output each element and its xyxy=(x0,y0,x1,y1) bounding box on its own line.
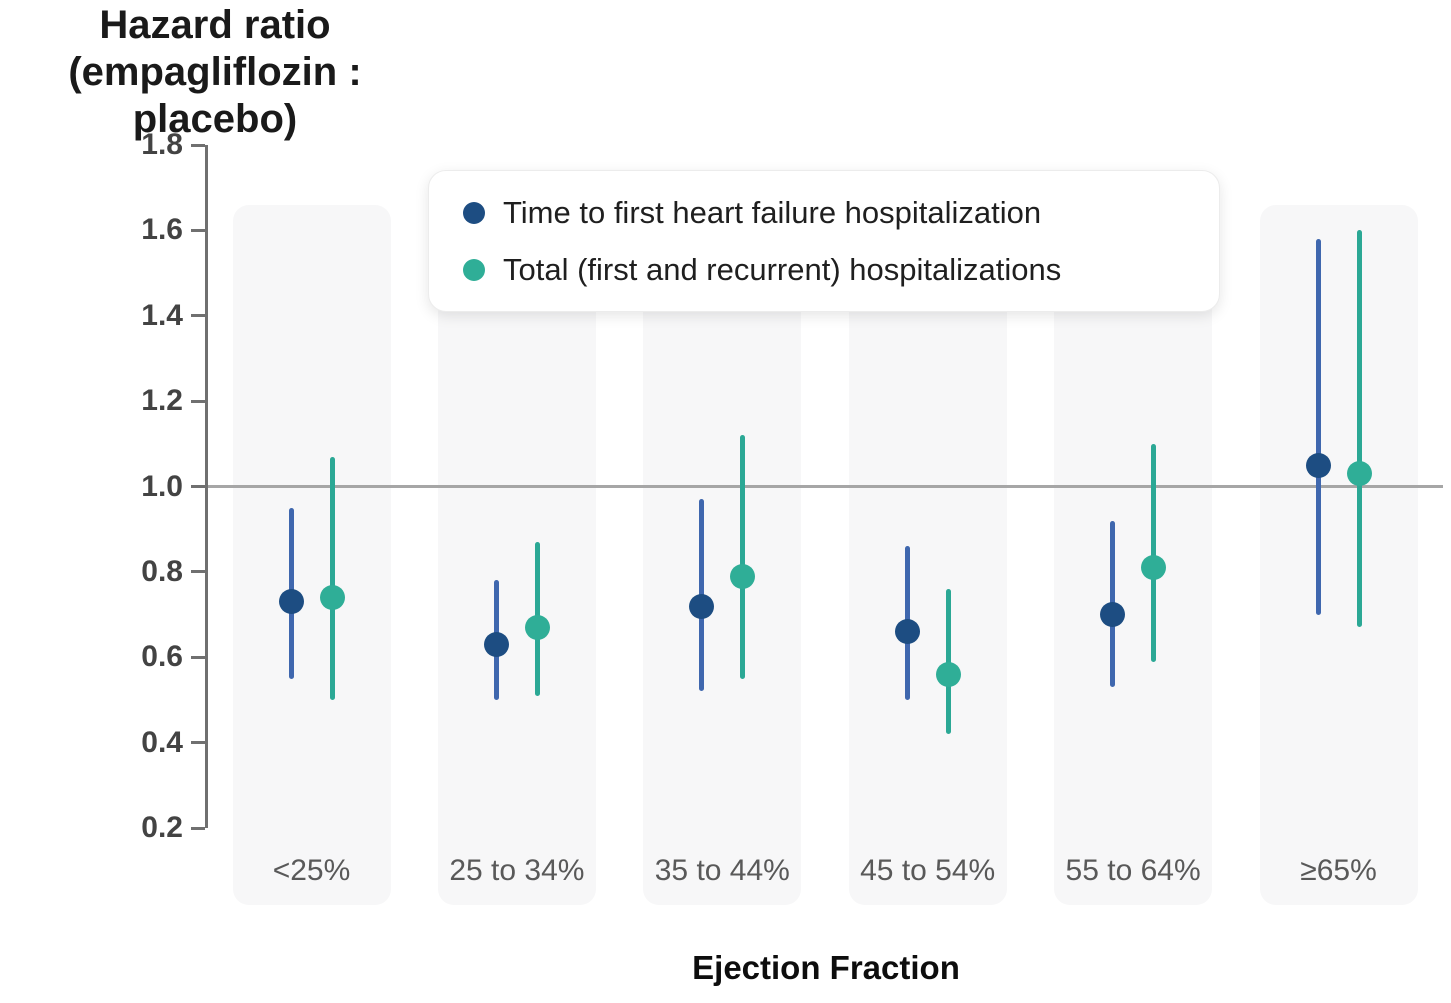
y-axis-tick xyxy=(191,485,205,488)
legend-item-total-hospitalizations: Total (first and recurrent) hospitalizat… xyxy=(463,254,1185,285)
category-band xyxy=(437,205,596,905)
chart-title-line1: Hazard ratio xyxy=(99,3,331,47)
y-axis-tick-label: 1.2 xyxy=(141,384,183,418)
y-axis-tick xyxy=(191,228,205,232)
y-axis-tick-label: 1.6 xyxy=(141,213,183,247)
y-axis-tick xyxy=(191,655,205,659)
hazard-ratio-point xyxy=(1141,555,1167,581)
hazard-ratio-point xyxy=(524,614,550,640)
y-axis-tick-label: 0.2 xyxy=(141,811,183,844)
y-axis-tick xyxy=(191,826,205,830)
y-axis-tick-label: 0.6 xyxy=(141,640,183,674)
legend-label: Total (first and recurrent) hospitalizat… xyxy=(503,252,1062,287)
hazard-ratio-point xyxy=(319,584,345,610)
x-axis-category-label: 45 to 54% xyxy=(860,854,996,887)
chart-title: Hazard ratio (empagliflozin : placebo) xyxy=(0,2,430,142)
category-band xyxy=(232,205,391,905)
confidence-interval-bar xyxy=(1315,238,1321,615)
x-axis-category-label: 25 to 34% xyxy=(449,854,585,887)
legend-box: Time to first heart failure hospitalizat… xyxy=(428,170,1220,312)
y-axis-tick xyxy=(191,399,205,403)
y-axis-tick-label: 1.0 xyxy=(141,469,183,503)
y-axis-tick-label: 0.4 xyxy=(141,725,183,759)
y-axis-tick-label: 0.8 xyxy=(141,554,183,588)
hazard-ratio-point xyxy=(278,589,304,615)
legend-label: Time to first heart failure hospitalizat… xyxy=(503,195,1042,230)
confidence-interval-bar xyxy=(1151,443,1157,662)
x-axis-category-label: 35 to 44% xyxy=(654,854,790,887)
category-band xyxy=(643,205,802,905)
reference-line-hr-1 xyxy=(208,485,1443,488)
confidence-interval-bar xyxy=(329,456,335,700)
hazard-ratio-point xyxy=(483,631,509,657)
confidence-interval-bar xyxy=(1356,230,1362,628)
legend-item-first-hospitalization: Time to first heart failure hospitalizat… xyxy=(463,197,1185,228)
x-axis-category-label: <25% xyxy=(272,854,351,887)
legend-dot-navy-icon xyxy=(463,201,485,224)
y-axis-tick xyxy=(191,741,205,745)
hazard-ratio-point xyxy=(894,619,920,645)
hazard-ratio-point xyxy=(689,593,715,619)
hazard-ratio-point xyxy=(935,661,961,687)
y-axis-line xyxy=(205,145,208,828)
category-band xyxy=(848,205,1007,905)
hazard-ratio-point xyxy=(730,563,756,589)
legend-dot-teal-icon xyxy=(463,258,485,281)
y-axis-tick xyxy=(191,570,205,574)
x-axis-category-label: ≥65% xyxy=(1300,854,1377,887)
x-axis-category-label: 55 to 64% xyxy=(1065,854,1201,887)
hazard-ratio-point xyxy=(1100,602,1126,628)
category-band xyxy=(1259,205,1418,905)
chart-title-line2: (empagliflozin : placebo) xyxy=(68,49,362,141)
confidence-interval-bar xyxy=(740,435,746,679)
category-band xyxy=(1054,205,1213,905)
x-axis-title: Ejection Fraction xyxy=(692,949,960,986)
y-axis-tick xyxy=(191,143,205,147)
y-axis-tick-label: 1.4 xyxy=(141,298,183,332)
y-axis-tick-label: 1.8 xyxy=(141,128,183,161)
hazard-ratio-point xyxy=(1305,452,1331,478)
confidence-interval-bar xyxy=(945,588,951,735)
y-axis-tick xyxy=(191,314,205,318)
hazard-ratio-point xyxy=(1346,461,1372,487)
